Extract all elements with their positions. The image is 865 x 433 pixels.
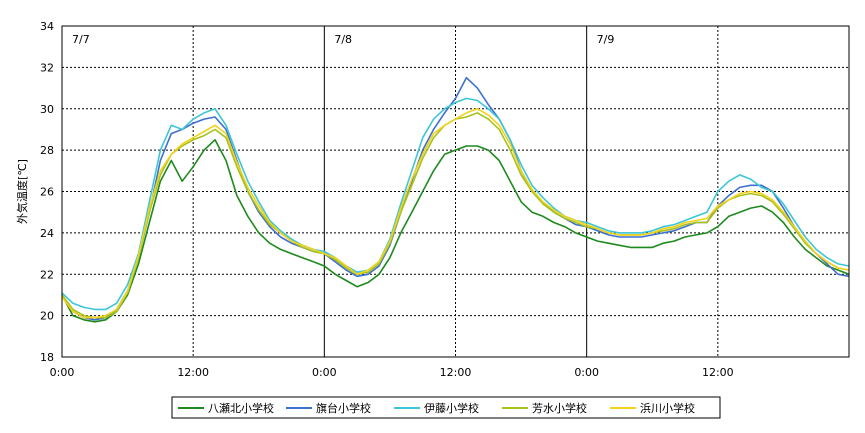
legend-label: 浜川小学校 [640,401,695,415]
day-label: 7/8 [334,33,352,46]
x-tick-label: 0:00 [312,366,337,379]
y-axis-label: 外気温度[℃] [15,159,29,224]
y-tick-label: 28 [40,144,54,157]
series-line-1 [61,139,850,323]
y-tick-label: 20 [40,310,54,323]
x-tick-label: 0:00 [50,366,75,379]
y-tick-label: 34 [40,20,54,33]
x-tick-label: 12:00 [177,366,209,379]
legend-label: 旗台小学校 [316,401,371,415]
legend-label: 伊藤小学校 [424,401,479,415]
y-tick-labels: 18 20 22 24 26 28 30 32 34 [40,20,54,364]
legend: 八瀬北小学校 旗台小学校 伊藤小学校 芳水小学校 浜川小学校 [171,396,721,419]
series-line-5 [61,108,850,319]
x-tick-label: 12:00 [440,366,472,379]
series-group [61,76,850,323]
legend-label: 芳水小学校 [532,401,587,415]
y-tick-label: 18 [40,351,54,364]
x-tick-labels: 0:00 12:00 0:00 12:00 0:00 12:00 [50,366,734,379]
x-tick-label: 12:00 [702,366,734,379]
legend-box [171,396,721,419]
day-label: 7/9 [597,33,615,46]
y-tick-label: 30 [40,103,54,116]
y-tick-label: 26 [40,186,54,199]
x-tick-label: 0:00 [574,366,599,379]
y-tick-label: 32 [40,61,54,74]
series-line-3 [61,97,850,311]
day-label: 7/7 [72,33,90,46]
plot-frame [61,25,850,358]
y-tick-label: 22 [40,268,54,281]
legend-label: 八瀬北小学校 [208,401,274,415]
y-tick-label: 24 [40,227,54,240]
day-labels: 7/7 7/8 7/9 [72,33,614,46]
